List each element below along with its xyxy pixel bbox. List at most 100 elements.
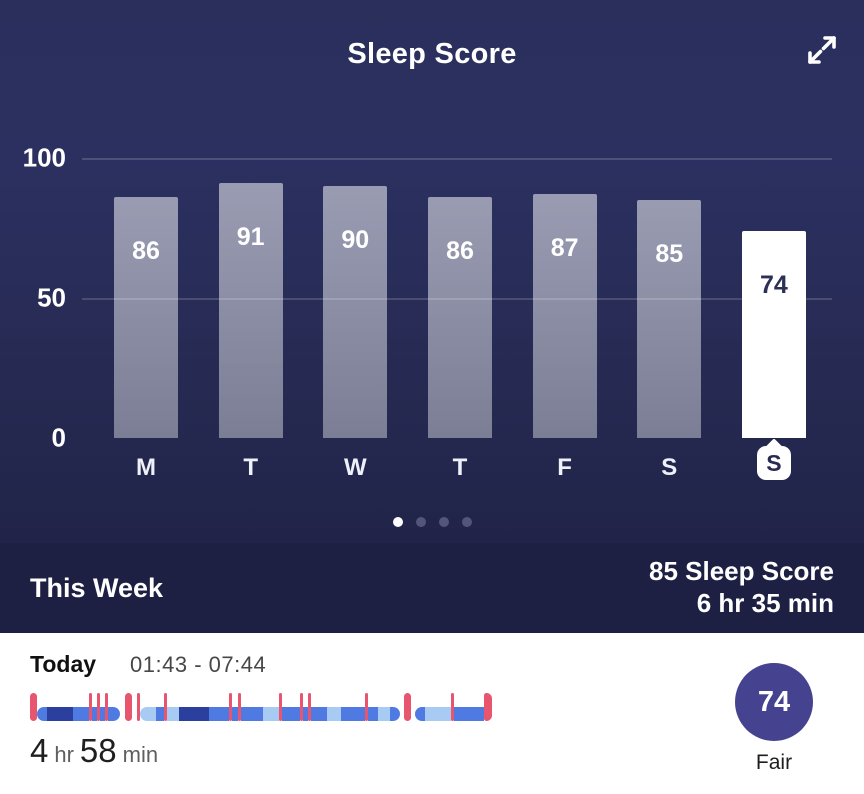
sleep-stage-segment xyxy=(425,707,451,721)
wake-tick xyxy=(238,693,241,721)
sleep-stage-segment xyxy=(140,707,156,721)
day-label: T xyxy=(243,454,258,481)
wake-tick xyxy=(451,693,454,721)
bar-value-label: 91 xyxy=(236,223,265,252)
sleep-stage-segment xyxy=(415,707,425,721)
sleep-stage-segment xyxy=(73,707,89,721)
wake-tick xyxy=(125,693,132,721)
sleep-stage-segment xyxy=(378,707,390,721)
wake-tick xyxy=(89,693,92,721)
chart-bar-s-6[interactable]: 74 S xyxy=(741,158,806,480)
duration-minutes-unit: min xyxy=(122,742,159,767)
expand-icon[interactable] xyxy=(804,32,840,68)
week-label: This Week xyxy=(30,572,164,603)
sleep-stage-segment xyxy=(282,707,300,721)
page-dot-1[interactable] xyxy=(415,517,426,527)
day-label: T xyxy=(452,454,468,481)
y-axis-label: 100 xyxy=(22,142,66,173)
sleep-stage-segment xyxy=(341,707,365,721)
sleep-stage-segment xyxy=(209,707,229,721)
bar-value-label: 90 xyxy=(341,226,370,254)
duration-hours-unit: hr xyxy=(54,742,74,767)
sleep-stage-segment xyxy=(368,707,378,721)
sleep-stage-segment xyxy=(108,707,120,721)
bar[interactable]: 86 xyxy=(114,197,178,438)
sleep-stage-segment xyxy=(92,707,97,721)
day-label: W xyxy=(343,454,367,481)
sleep-score-badge: 74 xyxy=(735,663,813,741)
sleep-stage-segment xyxy=(47,707,73,721)
pagination-dots xyxy=(0,517,864,527)
week-summary-row[interactable]: This Week 85 Sleep Score 6 hr 35 min xyxy=(0,543,864,633)
sleep-stage-segment xyxy=(303,707,308,721)
sleep-stage-segment xyxy=(232,707,238,721)
today-label: Today xyxy=(30,651,97,677)
sleep-stage-segment xyxy=(156,707,164,721)
score-badge-column: 74 Fair xyxy=(710,651,838,794)
day-label: S xyxy=(661,454,678,481)
bar[interactable]: 86 xyxy=(427,197,492,438)
sleep-score-label: Fair xyxy=(755,751,793,774)
plot: 86 M 91 T 90 W 86 T 87 F 85 S 74 S 100 50 0 xyxy=(23,143,832,481)
wake-tick xyxy=(137,693,140,721)
sleep-score-chart-panel: Sleep Score 86 M 91 T 90 W 86 T 87 F 85 S 74 S 100 50 0 xyxy=(0,0,864,543)
day-label: M xyxy=(136,454,156,481)
bar-value-label: 87 xyxy=(550,234,579,263)
bars: 86 M 91 T 90 W 86 T 87 F 85 S 74 S xyxy=(88,158,832,481)
bar-value-label: 85 xyxy=(655,240,684,268)
sleep-score-value: 74 xyxy=(757,685,791,718)
sleep-stage-segment xyxy=(263,707,279,721)
wake-tick xyxy=(404,693,411,721)
sleep-stage-segment xyxy=(327,707,341,721)
week-duration-text: 6 hr 35 min xyxy=(696,588,834,618)
wake-tick xyxy=(279,693,282,721)
wake-tick xyxy=(105,693,108,721)
sleep-duration: 4 hr 58 min xyxy=(30,732,710,770)
chart-bar-m-0[interactable]: 86 M xyxy=(114,158,178,481)
sleep-stage-segment xyxy=(100,707,105,721)
bar[interactable]: 90 xyxy=(323,186,388,438)
wake-tick xyxy=(484,693,492,721)
bar[interactable]: 87 xyxy=(532,194,597,438)
chart-bar-w-2[interactable]: 90 W xyxy=(323,158,388,481)
y-axis-label: 50 xyxy=(37,282,66,313)
duration-minutes: 58 xyxy=(79,732,117,769)
bar[interactable]: 85 xyxy=(637,200,702,438)
bar[interactable]: 74 xyxy=(741,230,806,438)
today-details: Today 01:43 - 07:44 4 hr 58 min xyxy=(30,651,710,794)
page-dot-3[interactable] xyxy=(461,517,472,527)
page-dot-2[interactable] xyxy=(438,517,449,527)
sleep-stage-segment xyxy=(37,707,47,721)
bar[interactable]: 91 xyxy=(218,183,283,438)
chart-bar-s-5[interactable]: 85 S xyxy=(637,158,702,481)
sleep-stage-segment xyxy=(390,707,400,721)
week-score-text: 85 Sleep Score xyxy=(649,556,834,587)
sleep-stage-segment xyxy=(167,707,179,721)
wake-tick xyxy=(365,693,368,721)
sleep-stage-segment xyxy=(179,707,209,721)
selected-day-badge[interactable]: S xyxy=(756,446,791,480)
page-title: Sleep Score xyxy=(347,38,517,70)
wake-tick xyxy=(30,693,37,721)
sleep-stages-timeline xyxy=(30,693,508,721)
wake-tick xyxy=(164,693,167,721)
wake-tick xyxy=(308,693,311,721)
y-axis-label: 0 xyxy=(51,422,66,453)
sleep-stage-segment xyxy=(454,707,484,721)
wake-tick xyxy=(300,693,303,721)
sleep-stage-segment xyxy=(241,707,263,721)
page-dot-0[interactable] xyxy=(392,517,403,527)
bar-value-label: 86 xyxy=(132,237,160,266)
gridline xyxy=(82,298,832,300)
sleep-time-range: 01:43 - 07:44 xyxy=(130,652,267,677)
gridline xyxy=(82,158,832,160)
bar-value-label: 86 xyxy=(446,237,474,266)
chart-bar-t-1[interactable]: 91 T xyxy=(218,158,283,481)
chart-bar-f-4[interactable]: 87 F xyxy=(532,158,597,481)
chart-bar-t-3[interactable]: 86 T xyxy=(427,158,492,481)
wake-tick xyxy=(229,693,232,721)
today-row[interactable]: Today 01:43 - 07:44 4 hr 58 min 74 Fair xyxy=(0,633,864,794)
week-summary-values: 85 Sleep Score 6 hr 35 min xyxy=(649,556,834,619)
sleep-stage-segment xyxy=(311,707,327,721)
